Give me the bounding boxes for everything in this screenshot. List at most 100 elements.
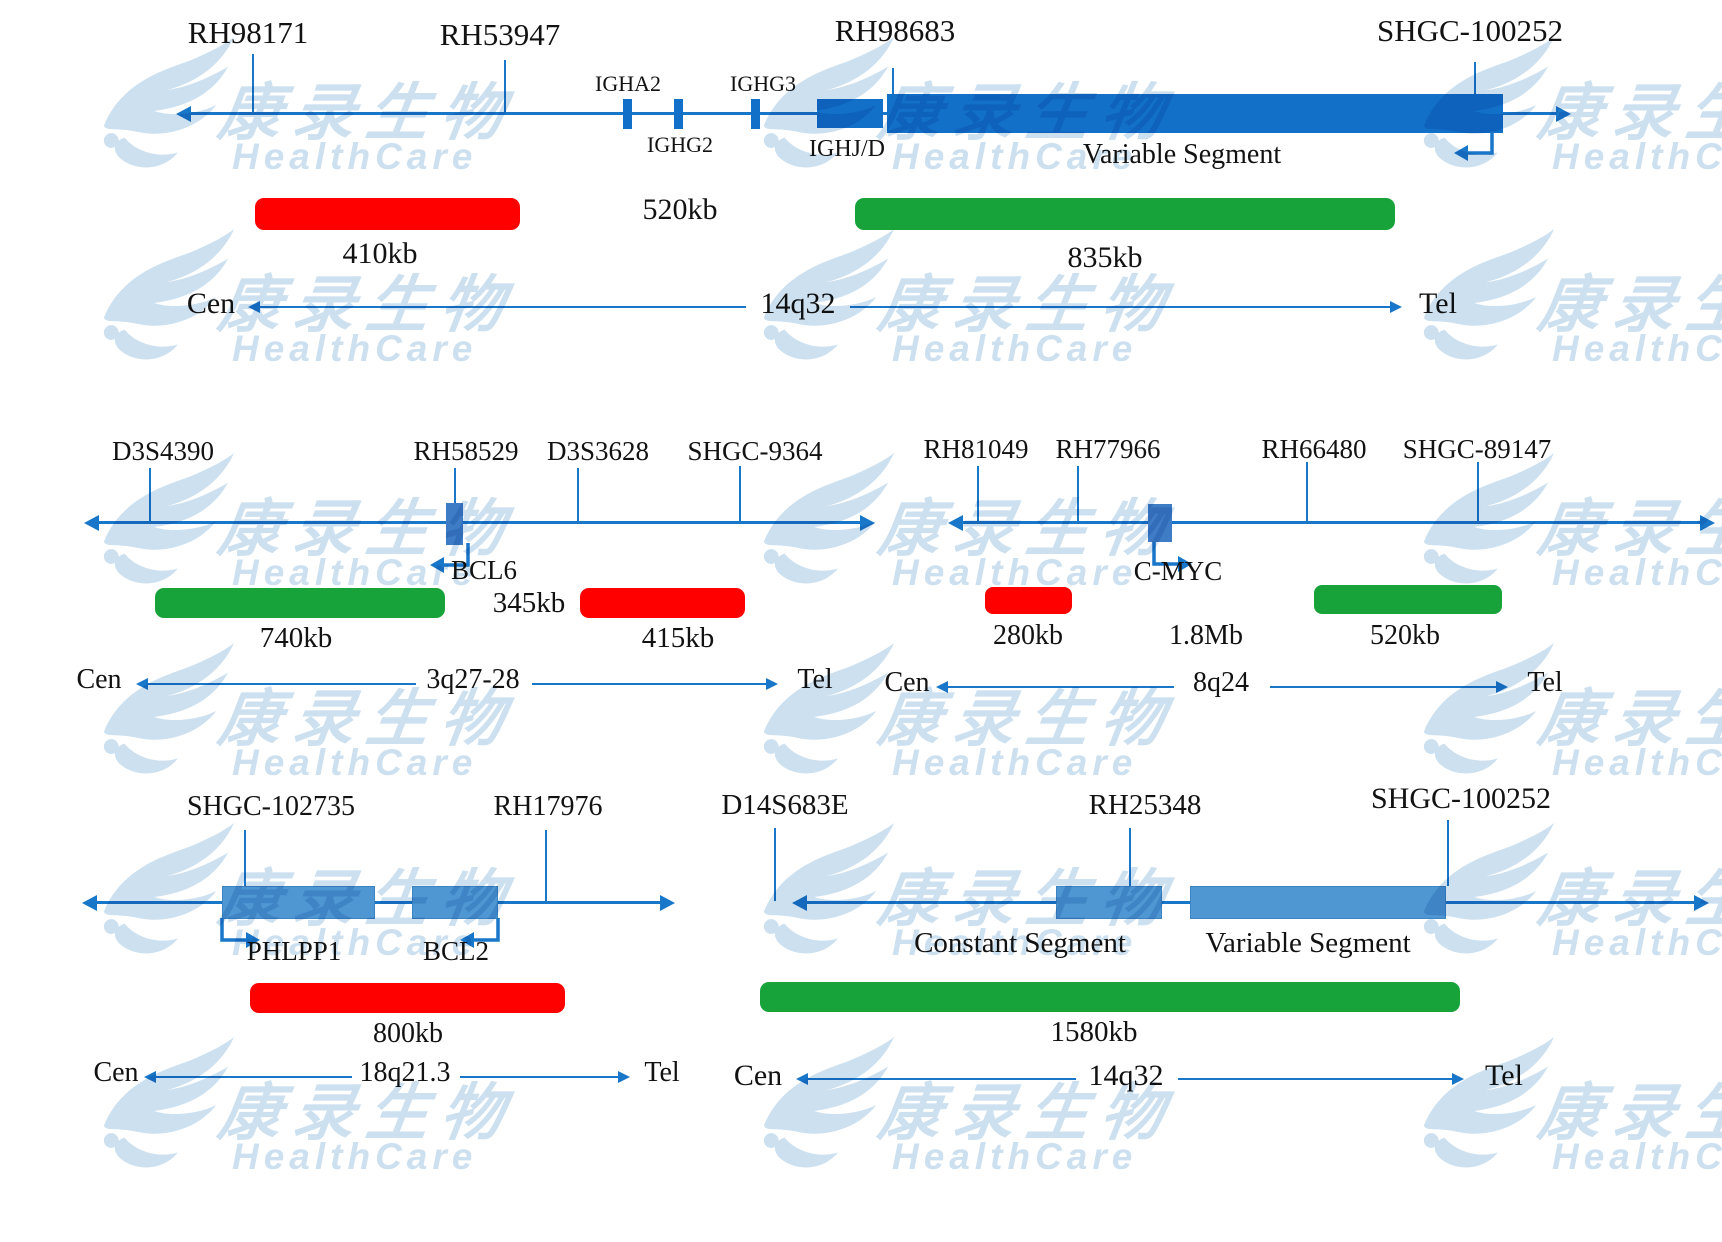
marker-tick	[577, 468, 579, 521]
gap-size-label: 1.8Mb	[1169, 620, 1243, 651]
marker-label: RH77966	[1055, 434, 1161, 464]
variable-segment-box	[1190, 886, 1446, 919]
gene-label: BCL2	[422, 936, 489, 966]
watermark-brand-en: HealthCare	[1552, 136, 1722, 177]
marker-tick	[545, 830, 547, 901]
marker-tick	[1474, 62, 1476, 96]
marker-tick	[149, 468, 151, 521]
marker-tick	[1477, 462, 1479, 521]
left-arrowhead-icon	[136, 678, 148, 690]
marker-tick	[1306, 462, 1308, 521]
red-probe-bar	[250, 983, 565, 1013]
green-probe-bar	[155, 588, 445, 618]
ideogram-line	[532, 683, 766, 685]
chromosome-map-line	[96, 901, 660, 904]
cen-label: Cen	[733, 1059, 783, 1092]
ighg2-gene-tick	[674, 99, 683, 129]
left-arrowhead-icon	[82, 895, 97, 911]
healthcare-logo-icon	[103, 642, 235, 774]
watermark-brand-en: HealthCare	[232, 136, 478, 177]
ideogram-line	[460, 1076, 618, 1078]
left-arrowhead-icon	[144, 1071, 156, 1083]
ideogram-line	[1270, 686, 1496, 688]
gene-label: PHLPP1	[246, 936, 342, 966]
tel-label: Tel	[1527, 667, 1563, 698]
marker-label: D3S3628	[546, 436, 649, 466]
left-arrowhead-icon	[936, 681, 948, 693]
marker-label: RH25348	[1088, 789, 1202, 821]
probe-size-label: 740kb	[259, 622, 333, 654]
healthcare-logo-icon	[103, 36, 235, 168]
tel-label: Tel	[797, 664, 833, 695]
cen-label: Cen	[76, 664, 122, 695]
ideogram-line	[148, 683, 416, 685]
right-arrowhead-icon	[1390, 301, 1402, 313]
probe-size-label: 415kb	[641, 622, 715, 654]
segment-label: Constant Segment	[914, 927, 1126, 959]
transcription-direction-left-icon	[1454, 131, 1494, 161]
band-label: 18q21.3	[359, 1057, 451, 1088]
probe-size-label: 1580kb	[1050, 1016, 1138, 1048]
gene-label: IGHG2	[647, 132, 713, 157]
marker-label: RH81049	[923, 434, 1029, 464]
tel-label: Tel	[1419, 287, 1457, 320]
watermark-brand-en: HealthCare	[1552, 1136, 1722, 1177]
right-arrowhead-icon	[1556, 106, 1571, 122]
watermark-brand-cn: 康录生物	[1534, 865, 1722, 934]
probe-size-label: 410kb	[342, 237, 418, 270]
healthcare-logo-icon	[763, 452, 895, 584]
marker-label: SHGC-102735	[186, 791, 355, 822]
marker-label: D14S683E	[721, 789, 849, 821]
left-arrowhead-icon	[176, 106, 191, 122]
red-probe-bar	[985, 587, 1072, 614]
watermark-brand-en: HealthCare	[892, 328, 1138, 369]
healthcare-logo-icon	[103, 452, 235, 584]
right-arrowhead-icon	[618, 1071, 630, 1083]
green-probe-bar	[855, 198, 1395, 230]
marker-tick	[252, 54, 254, 112]
igha2-gene-tick	[623, 99, 632, 129]
ighjd-segment-box	[817, 99, 883, 128]
gap-size-label: 345kb	[492, 587, 566, 619]
transcription-direction-left-icon	[460, 918, 500, 948]
variable-segment-box	[887, 94, 1503, 133]
left-arrowhead-icon	[948, 515, 963, 531]
watermark-brand-cn: 康录生物	[1534, 271, 1722, 340]
marker-tick	[774, 828, 776, 901]
marker-tick	[1447, 820, 1449, 886]
ideogram-line	[156, 1076, 352, 1078]
bcl2-gene-box	[412, 886, 498, 919]
marker-label: D3S4390	[111, 436, 214, 466]
band-label: 3q27-28	[426, 664, 520, 695]
probe-size-label: 520kb	[1370, 620, 1440, 651]
chromosome-map-line	[962, 521, 1700, 524]
segment-label: Variable Segment	[1205, 927, 1411, 959]
marker-tick	[1077, 466, 1079, 521]
healthcare-logo-icon	[1423, 1036, 1555, 1168]
watermark-brand-cn: 康录生物	[1534, 1079, 1722, 1148]
cen-label: Cen	[186, 287, 236, 320]
gene-label: BCL6	[450, 555, 517, 585]
right-arrowhead-icon	[1496, 681, 1508, 693]
gene-label: IGHA2	[595, 71, 661, 96]
healthcare-logo-icon	[1423, 642, 1555, 774]
watermark-brand-en: HealthCare	[232, 1136, 478, 1177]
constant-segment-box	[1056, 886, 1162, 919]
marker-tick	[454, 468, 456, 504]
watermark-brand-en: HealthCare	[232, 328, 478, 369]
left-arrowhead-icon	[792, 895, 807, 911]
right-arrowhead-icon	[766, 678, 778, 690]
transcription-direction-right-icon	[1152, 542, 1192, 572]
phlpp1-gene-box	[222, 886, 375, 919]
gene-label: C-MYC	[1133, 556, 1223, 586]
green-probe-bar	[760, 982, 1460, 1012]
marker-label: SHGC-9364	[687, 436, 823, 466]
marker-label: RH98171	[187, 15, 309, 50]
marker-label: SHGC-89147	[1402, 434, 1552, 464]
cen-label: Cen	[93, 1057, 139, 1088]
watermark-brand-cn: 康录生物	[214, 79, 520, 148]
